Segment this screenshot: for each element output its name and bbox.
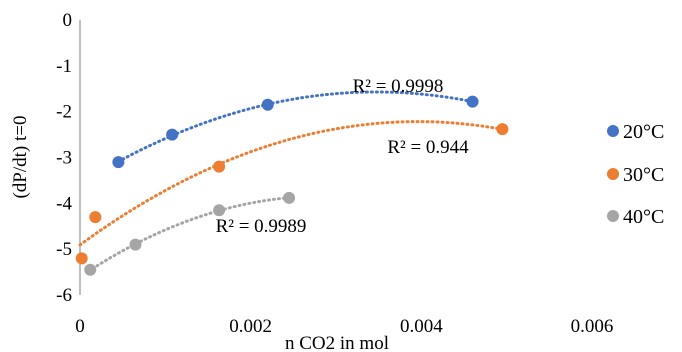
legend-label: 40°C	[623, 206, 664, 228]
trendlines	[78, 90, 504, 273]
r2-label: R² = 0.944	[387, 137, 469, 158]
y-tick-label: -5	[56, 239, 72, 260]
y-tick-labels: 0 -1 -2 -3 -4 -5 -6	[56, 10, 72, 306]
x-tick-label: 0.002	[229, 316, 272, 337]
data-point-series-2	[283, 191, 296, 204]
y-tick-label: -2	[56, 102, 72, 123]
data-point-series-1	[213, 160, 226, 173]
data-point-series-1	[89, 211, 102, 224]
data-point-series-1	[496, 123, 509, 136]
legend-marker	[607, 168, 619, 180]
legend-marker	[607, 125, 619, 137]
y-tick-label: -6	[56, 285, 72, 306]
legend-label: 20°C	[623, 121, 664, 143]
y-tick-label: 0	[63, 10, 73, 31]
data-point-series-2	[213, 204, 226, 217]
x-tick-label: 0	[75, 316, 85, 337]
data-point-series-2	[84, 263, 97, 276]
legend-label: 30°C	[623, 164, 664, 186]
r2-label: R² = 0.9998	[353, 76, 444, 97]
data-point-series-0	[166, 128, 179, 141]
data-point-series-2	[129, 238, 142, 251]
x-tick-label: 0.006	[571, 316, 614, 337]
data-point-series-0	[466, 95, 479, 108]
y-tick-label: -3	[56, 148, 72, 169]
trendline-series-2	[87, 196, 291, 273]
r2-labels: R² = 0.9998 R² = 0.944 R² = 0.9989	[216, 76, 470, 237]
data-point-series-0	[261, 98, 274, 111]
legend-marker	[607, 210, 619, 222]
x-axis-title: n CO2 in mol	[285, 333, 389, 352]
y-tick-label: -4	[56, 193, 72, 214]
data-point-series-0	[112, 156, 125, 169]
data-point-series-1	[75, 252, 88, 265]
x-tick-label: 0.004	[400, 316, 443, 337]
x-tick-labels: 0 0.002 0.004 0.006	[75, 316, 613, 337]
y-axis-title: (dP/dt) t=0	[10, 115, 31, 198]
y-tick-label: -1	[56, 56, 72, 77]
legend: 20°C 30°C 40°C	[607, 121, 664, 228]
r2-label: R² = 0.9989	[216, 216, 307, 237]
data-points	[75, 95, 509, 276]
trendline-series-1	[78, 120, 504, 247]
